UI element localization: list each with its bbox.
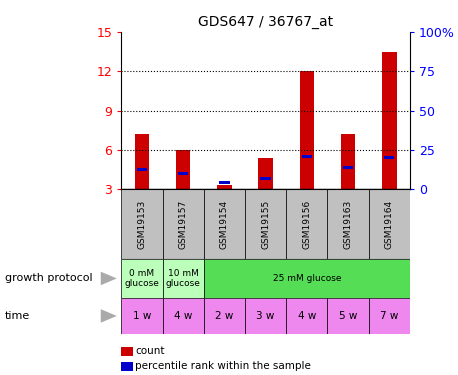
- Bar: [302, 155, 312, 158]
- Bar: [163, 298, 204, 334]
- Bar: [327, 298, 369, 334]
- Text: 0 mM
glucose: 0 mM glucose: [125, 269, 159, 288]
- Bar: [121, 298, 163, 334]
- Bar: [382, 52, 397, 189]
- Bar: [286, 189, 327, 259]
- Polygon shape: [101, 272, 117, 285]
- Text: 3 w: 3 w: [256, 311, 275, 321]
- Bar: [219, 182, 229, 184]
- Bar: [286, 298, 327, 334]
- Text: growth protocol: growth protocol: [5, 273, 92, 284]
- Bar: [327, 189, 369, 259]
- Text: count: count: [135, 346, 164, 356]
- Bar: [245, 189, 286, 259]
- Bar: [121, 259, 163, 298]
- Text: 25 mM glucose: 25 mM glucose: [273, 274, 341, 283]
- Bar: [135, 134, 149, 189]
- Text: GSM19163: GSM19163: [344, 200, 353, 249]
- Bar: [369, 189, 410, 259]
- Text: 1 w: 1 w: [133, 311, 151, 321]
- Title: GDS647 / 36767_at: GDS647 / 36767_at: [198, 15, 333, 30]
- Bar: [178, 172, 188, 175]
- Bar: [261, 177, 271, 180]
- Bar: [343, 166, 353, 168]
- Text: GSM19157: GSM19157: [179, 200, 188, 249]
- Bar: [258, 158, 273, 189]
- Bar: [245, 298, 286, 334]
- Bar: [300, 71, 314, 189]
- Bar: [217, 186, 232, 189]
- Text: percentile rank within the sample: percentile rank within the sample: [135, 362, 311, 371]
- Text: GSM19155: GSM19155: [261, 200, 270, 249]
- Text: GSM19154: GSM19154: [220, 200, 229, 249]
- Text: 2 w: 2 w: [215, 311, 234, 321]
- Bar: [121, 189, 163, 259]
- Bar: [121, 362, 133, 371]
- Polygon shape: [101, 309, 117, 322]
- Bar: [204, 259, 410, 298]
- Text: 4 w: 4 w: [174, 311, 192, 321]
- Bar: [384, 156, 394, 159]
- Bar: [369, 298, 410, 334]
- Bar: [163, 259, 204, 298]
- Bar: [341, 134, 355, 189]
- Bar: [137, 168, 147, 171]
- Bar: [121, 347, 133, 356]
- Bar: [204, 189, 245, 259]
- Text: GSM19153: GSM19153: [137, 200, 147, 249]
- Text: GSM19156: GSM19156: [302, 200, 311, 249]
- Bar: [176, 150, 191, 189]
- Bar: [204, 298, 245, 334]
- Text: 10 mM
glucose: 10 mM glucose: [166, 269, 201, 288]
- Bar: [163, 189, 204, 259]
- Text: GSM19164: GSM19164: [385, 200, 394, 249]
- Text: 4 w: 4 w: [298, 311, 316, 321]
- Text: time: time: [5, 311, 30, 321]
- Text: 5 w: 5 w: [339, 311, 357, 321]
- Text: 7 w: 7 w: [380, 311, 398, 321]
